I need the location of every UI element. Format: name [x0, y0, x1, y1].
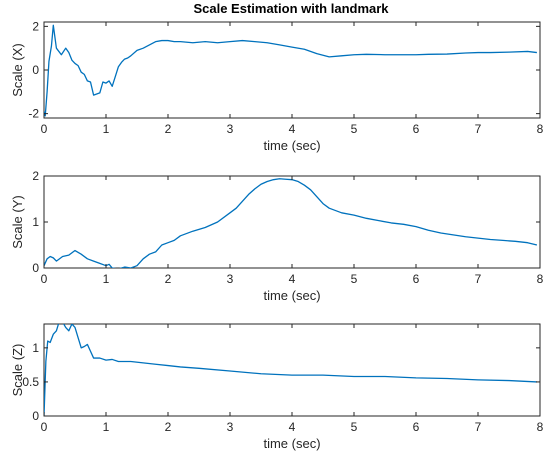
- y-tick-label: 0: [32, 409, 39, 423]
- x-tick-label: 7: [475, 420, 482, 434]
- y-tick-label: 2: [32, 169, 39, 183]
- x-tick-label: 4: [289, 420, 296, 434]
- x-tick-label: 2: [165, 272, 172, 286]
- x-tick-label: 7: [475, 122, 482, 136]
- series-line-1: [44, 178, 538, 268]
- series-line-1: [44, 24, 537, 117]
- y-tick-label: 0.5: [22, 375, 39, 389]
- y-tick-label: -2: [28, 107, 39, 121]
- plot-area: [43, 21, 541, 119]
- x-tick-label: 3: [227, 122, 234, 136]
- x-tick-label: 6: [413, 420, 420, 434]
- series-line-1: [44, 324, 537, 416]
- x-tick-label: 5: [351, 122, 358, 136]
- y-tick-label: 0: [32, 63, 39, 77]
- subplot-2: 0 1 2 3 4 5 6 7 8 0 1 2 time (sec) Scale (Y): [10, 169, 544, 303]
- x-tick-label: 3: [227, 420, 234, 434]
- x-tick-label: 1: [103, 272, 110, 286]
- y-axis-label: Scale (X): [10, 43, 25, 96]
- x-tick-label: 4: [289, 122, 296, 136]
- y-tick-label: 1: [32, 215, 39, 229]
- x-tick-label: 0: [41, 272, 48, 286]
- y-axis-label: Scale (Z): [10, 344, 25, 397]
- x-tick-label: 8: [537, 122, 544, 136]
- y-tick-label: 2: [32, 19, 39, 33]
- x-tick-label: 5: [351, 272, 358, 286]
- x-tick-label: 8: [537, 420, 544, 434]
- y-tick-label: 0: [32, 261, 39, 275]
- x-axis-label: time (sec): [263, 138, 320, 153]
- subplot-3: 0 1 2 3 4 5 6 7 8 0 0.5 1 time (sec) Scale (Z): [10, 323, 544, 451]
- x-tick-label: 1: [103, 122, 110, 136]
- x-tick-label: 7: [475, 272, 482, 286]
- x-tick-label: 4: [289, 272, 296, 286]
- x-tick-label: 6: [413, 272, 420, 286]
- plot-area: [43, 175, 541, 269]
- x-tick-label: 3: [227, 272, 234, 286]
- x-tick-label: 1: [103, 420, 110, 434]
- figure-title: Scale Estimation with landmark: [193, 1, 389, 16]
- x-tick-label: 0: [41, 122, 48, 136]
- x-axis-label: time (sec): [263, 288, 320, 303]
- x-tick-label: 0: [41, 420, 48, 434]
- x-tick-label: 5: [351, 420, 358, 434]
- x-tick-label: 2: [165, 122, 172, 136]
- x-tick-label: 2: [165, 420, 172, 434]
- x-tick-label: 8: [537, 272, 544, 286]
- x-tick-label: 6: [413, 122, 420, 136]
- y-tick-label: 1: [32, 341, 39, 355]
- x-axis-label: time (sec): [263, 436, 320, 451]
- plot-area: [43, 323, 541, 417]
- y-axis-label: Scale (Y): [10, 195, 25, 248]
